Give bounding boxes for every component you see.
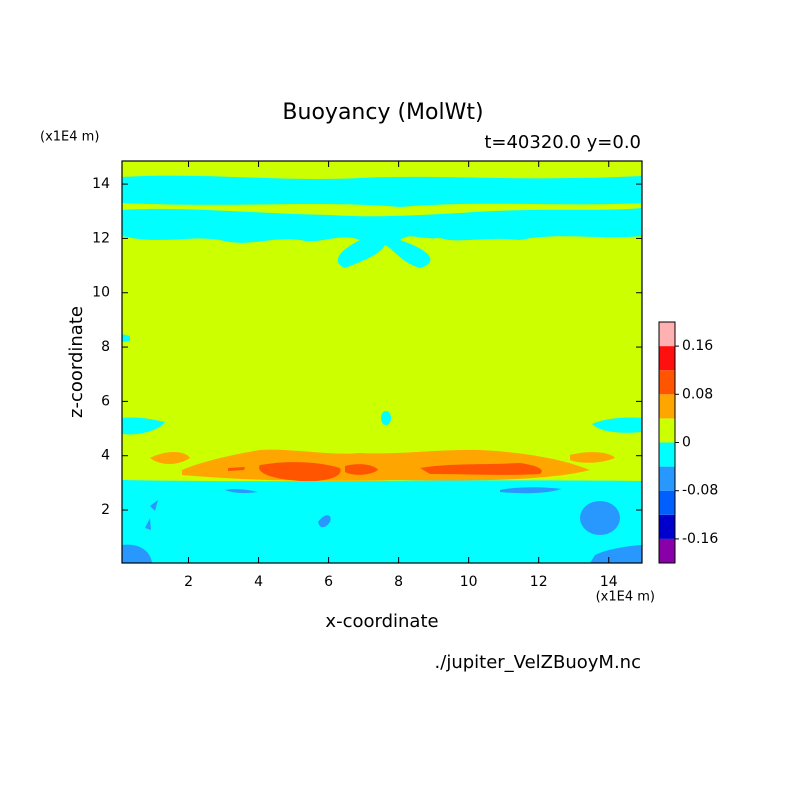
contour-region [570,452,615,463]
colorbar-swatch [659,466,675,491]
colorbar-swatch [659,490,675,515]
contour-region [592,417,642,433]
contour-region [150,500,158,511]
x-tick-label: 10 [460,574,478,590]
contour-region [381,411,391,425]
y-tick-label: 12 [92,230,110,246]
contour-region [318,515,331,528]
source-file: ./jupiter_VelZBuoyM.nc [435,652,641,673]
colorbar-tick-label: -0.08 [682,483,718,499]
colorbar-tick-label: 0.08 [682,386,713,402]
contour-region [122,544,152,563]
colorbar-swatch [659,394,675,419]
colorbar-swatch [659,514,675,539]
x-tick-label: 8 [394,574,403,590]
contour-region [122,417,165,435]
y-tick-label: 10 [92,285,110,301]
y-tick-label: 6 [101,393,110,409]
contour-region [345,464,378,475]
x-tick-label: 12 [530,574,548,590]
contour-region [500,487,562,494]
y-tick-label: 14 [92,176,110,192]
x-tick-label: 4 [254,574,263,590]
y-tick-label: 8 [101,339,110,355]
contour-region [580,501,620,535]
contour-field [122,161,642,563]
contour-region [145,518,151,530]
colorbar-swatch [659,538,675,563]
x-tick-label: 6 [324,574,333,590]
y-tick-label: 4 [101,448,110,464]
contour-region [259,462,341,482]
y-unit: (x1E4 m) [40,130,99,145]
colorbar-swatch [659,442,675,467]
y-axis-label: z-coordinate [66,306,87,418]
colorbar-swatch [659,370,675,395]
colorbar-tick-label: 0 [682,435,691,451]
contour-region [225,489,258,494]
y-tick-label: 2 [101,502,110,518]
contour-region [122,208,642,268]
colorbar-swatch [659,322,675,347]
plot-frame [121,160,643,564]
contour-region [420,463,542,475]
colorbar-tick-label: -0.16 [682,531,718,547]
x-tick-label: 14 [600,574,618,590]
contour-region [122,480,642,563]
colorbar-tick-label: 0.16 [682,338,713,354]
x-unit: (x1E4 m) [596,590,655,605]
contour-region [122,334,130,342]
colorbar-swatch [659,418,675,443]
contour-region [122,175,642,207]
contour-region [590,545,642,563]
colorbar-swatch [659,346,675,371]
chart-subtitle: t=40320.0 y=0.0 [484,132,641,153]
x-axis-label: x-coordinate [325,611,438,632]
chart-title: Buoyancy (MolWt) [282,100,483,125]
contour-region [150,452,190,464]
contour-region [228,467,245,471]
x-tick-label: 2 [184,574,193,590]
